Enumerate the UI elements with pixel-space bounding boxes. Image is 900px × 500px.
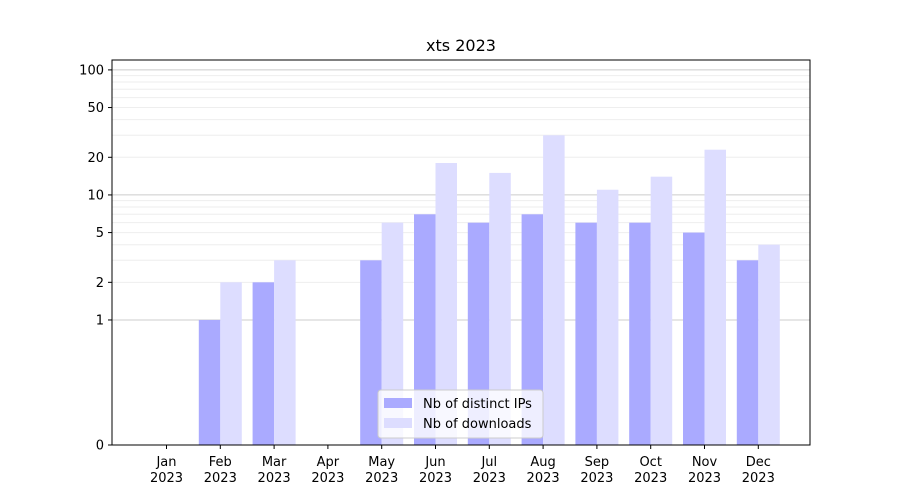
bar-downloads bbox=[489, 172, 511, 445]
x-tick-label: Dec 2023 bbox=[742, 455, 775, 486]
y-tick-label: 1 bbox=[96, 313, 104, 328]
bar-distinct-ips bbox=[360, 260, 382, 445]
x-tick-label: May 2023 bbox=[365, 455, 398, 486]
x-tick-label: Sep 2023 bbox=[580, 455, 613, 486]
chart-title: xts 2023 bbox=[426, 36, 496, 55]
bar-downloads bbox=[274, 260, 296, 445]
y-tick-label: 10 bbox=[87, 188, 104, 203]
bar-downloads bbox=[220, 282, 242, 445]
bar-downloads bbox=[758, 244, 780, 445]
legend-box bbox=[377, 389, 544, 439]
x-tick-label: Mar 2023 bbox=[258, 455, 291, 486]
bars bbox=[198, 135, 780, 446]
x-tick-label: Oct 2023 bbox=[634, 455, 667, 486]
bar-downloads bbox=[650, 176, 673, 445]
bar-distinct-ips bbox=[629, 222, 651, 445]
bar-distinct-ips bbox=[198, 319, 221, 445]
y-tick-label: 100 bbox=[79, 63, 104, 78]
y-tick-label: 2 bbox=[96, 276, 104, 291]
x-tick-label: Jul 2023 bbox=[473, 455, 506, 486]
y-tick-label: 50 bbox=[87, 101, 104, 116]
bar-downloads bbox=[596, 189, 619, 445]
bar-distinct-ips bbox=[414, 214, 436, 445]
legend: Nb of distinct IPs Nb of downloads bbox=[377, 389, 544, 439]
x-tick-label: Aug 2023 bbox=[527, 455, 560, 486]
bar-downloads bbox=[704, 149, 726, 446]
legend-label: Nb of distinct IPs bbox=[423, 397, 532, 412]
y-tick-label: 20 bbox=[87, 151, 104, 166]
grid-lines bbox=[112, 69, 810, 321]
y-tick-label: 0 bbox=[96, 439, 104, 454]
bar-distinct-ips bbox=[575, 222, 597, 445]
y-axis: 0 1 2 5 10 20 50 100 bbox=[79, 63, 112, 454]
x-tick-label: Jun 2023 bbox=[419, 455, 452, 486]
bar-distinct-ips bbox=[683, 232, 705, 445]
bar-distinct-ips bbox=[521, 214, 544, 445]
legend-swatch bbox=[384, 418, 412, 428]
x-tick-label: Nov 2023 bbox=[688, 455, 721, 486]
bar-downloads bbox=[381, 222, 404, 445]
bar-downloads bbox=[543, 135, 565, 445]
bar-distinct-ips bbox=[467, 222, 490, 445]
bar-distinct-ips bbox=[736, 260, 759, 445]
bar-distinct-ips bbox=[252, 282, 275, 445]
plot-frame bbox=[111, 59, 811, 446]
x-tick-label: Feb 2023 bbox=[204, 455, 237, 486]
x-tick-label: Apr 2023 bbox=[311, 455, 344, 486]
x-axis: Jan 2023 Feb 2023 Mar 2023 Apr 2023 May 2023 Jun 20… bbox=[150, 445, 775, 486]
legend-label: Nb of downloads bbox=[423, 417, 532, 432]
bar-downloads bbox=[435, 163, 457, 445]
legend-swatch bbox=[384, 398, 412, 408]
x-tick-label: Jan 2023 bbox=[150, 455, 183, 486]
y-tick-label: 5 bbox=[96, 226, 104, 241]
